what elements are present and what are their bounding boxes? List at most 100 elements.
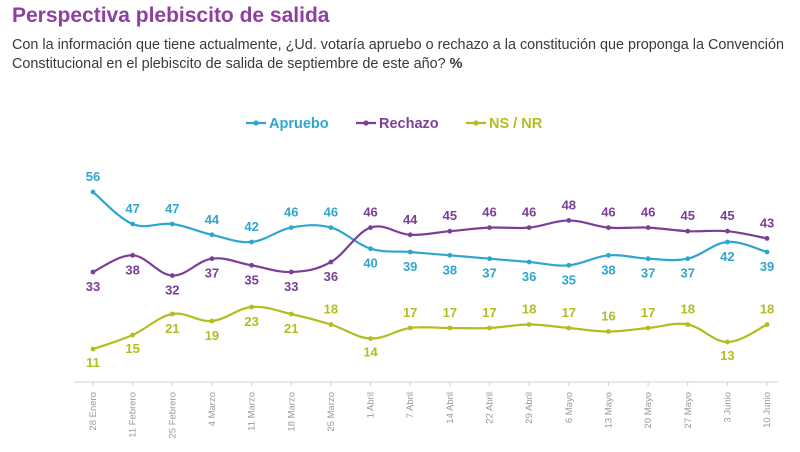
data-point bbox=[169, 221, 175, 227]
legend-label: Apruebo bbox=[269, 116, 329, 132]
data-point bbox=[249, 304, 255, 310]
data-point bbox=[209, 256, 215, 262]
data-label: 47 bbox=[125, 201, 139, 216]
data-point bbox=[209, 232, 215, 238]
data-point bbox=[645, 256, 651, 262]
data-label: 42 bbox=[720, 249, 734, 264]
data-label: 46 bbox=[641, 205, 655, 220]
chart-title: Perspectiva plebiscito de salida bbox=[12, 4, 330, 27]
data-label: 18 bbox=[681, 302, 695, 317]
data-point bbox=[487, 256, 492, 262]
data-point bbox=[328, 322, 334, 327]
data-label: 18 bbox=[760, 302, 774, 317]
data-point bbox=[487, 325, 492, 331]
data-label: 36 bbox=[324, 269, 338, 284]
data-point bbox=[447, 228, 453, 234]
x-tick-label: 10 Junio bbox=[762, 392, 773, 428]
data-label: 36 bbox=[522, 269, 536, 284]
series-line-rechazo bbox=[91, 219, 769, 277]
data-point bbox=[368, 225, 373, 231]
data-label: 18 bbox=[522, 302, 536, 317]
x-tick-label: 25 Marzo bbox=[326, 392, 337, 432]
data-label: 35 bbox=[562, 272, 576, 287]
legend-swatch-dot bbox=[253, 120, 259, 126]
data-label: 46 bbox=[522, 205, 536, 220]
legend-swatch-dot bbox=[473, 120, 479, 126]
data-point bbox=[566, 218, 572, 223]
data-point bbox=[645, 325, 651, 331]
data-label: 45 bbox=[681, 208, 695, 223]
data-point bbox=[606, 252, 611, 258]
data-point bbox=[90, 269, 96, 275]
data-point bbox=[249, 239, 255, 245]
subtitle-unit: % bbox=[449, 56, 463, 72]
data-label: 35 bbox=[244, 272, 258, 287]
data-label: 38 bbox=[601, 262, 615, 277]
data-point bbox=[407, 232, 413, 238]
data-point bbox=[645, 225, 651, 231]
legend-label: NS / NR bbox=[489, 116, 543, 132]
data-point bbox=[764, 236, 770, 241]
data-label: 14 bbox=[363, 345, 378, 360]
data-label: 37 bbox=[205, 266, 219, 281]
data-point bbox=[90, 189, 96, 195]
x-tick-label: 3 Junio bbox=[722, 392, 733, 423]
x-tick-label: 7 Abril bbox=[405, 392, 416, 418]
data-label: 17 bbox=[443, 305, 457, 320]
data-point bbox=[288, 311, 294, 317]
data-label: 47 bbox=[165, 201, 179, 216]
data-label: 19 bbox=[205, 328, 219, 343]
x-tick-label: 20 Mayo bbox=[643, 392, 654, 428]
data-point bbox=[288, 225, 294, 231]
data-label: 17 bbox=[482, 305, 496, 320]
x-tick-label: 25 Febrero bbox=[167, 392, 178, 438]
data-point bbox=[368, 336, 373, 341]
data-label: 21 bbox=[165, 321, 179, 336]
x-tick-label: 6 Mayo bbox=[564, 392, 575, 423]
data-point bbox=[725, 239, 730, 245]
data-point bbox=[725, 339, 730, 345]
data-label: 32 bbox=[165, 283, 179, 298]
legend-swatch-dot bbox=[363, 120, 369, 126]
data-point bbox=[606, 225, 611, 231]
data-label: 45 bbox=[720, 208, 734, 223]
data-point bbox=[328, 225, 334, 231]
data-point bbox=[526, 322, 532, 327]
x-tick-label: 4 Marzo bbox=[207, 392, 218, 426]
subtitle-text: Con la información que tiene actualmente… bbox=[12, 37, 784, 72]
x-tick-label: 27 Mayo bbox=[683, 392, 694, 428]
data-label: 44 bbox=[403, 212, 418, 227]
data-label: 11 bbox=[86, 355, 100, 370]
x-tick-label: 28 Enero bbox=[88, 392, 99, 431]
data-label: 46 bbox=[284, 205, 298, 220]
data-point bbox=[606, 329, 611, 334]
data-point bbox=[526, 259, 532, 265]
data-point bbox=[130, 252, 136, 258]
data-point bbox=[725, 228, 730, 234]
data-point bbox=[447, 252, 453, 258]
data-label: 37 bbox=[681, 266, 695, 281]
data-point bbox=[447, 325, 453, 331]
data-point bbox=[685, 228, 691, 234]
x-tick-label: 1 Abril bbox=[366, 392, 377, 418]
x-tick-label: 18 Marzo bbox=[286, 392, 297, 432]
data-label: 18 bbox=[324, 302, 338, 317]
data-label: 37 bbox=[482, 266, 496, 281]
data-label: 46 bbox=[363, 205, 377, 220]
data-label: 46 bbox=[324, 205, 338, 220]
data-point bbox=[407, 249, 413, 255]
data-label: 38 bbox=[125, 262, 139, 277]
data-point bbox=[328, 259, 334, 265]
data-point bbox=[130, 332, 136, 338]
data-point bbox=[368, 246, 373, 252]
data-point bbox=[685, 256, 691, 262]
data-label: 21 bbox=[284, 321, 298, 336]
data-label: 38 bbox=[443, 262, 457, 277]
data-label: 23 bbox=[244, 314, 258, 329]
data-point bbox=[169, 273, 175, 278]
x-tick-label: 11 Marzo bbox=[247, 392, 258, 431]
data-label: 13 bbox=[720, 348, 734, 363]
data-point bbox=[130, 221, 136, 227]
data-label: 45 bbox=[443, 208, 457, 223]
